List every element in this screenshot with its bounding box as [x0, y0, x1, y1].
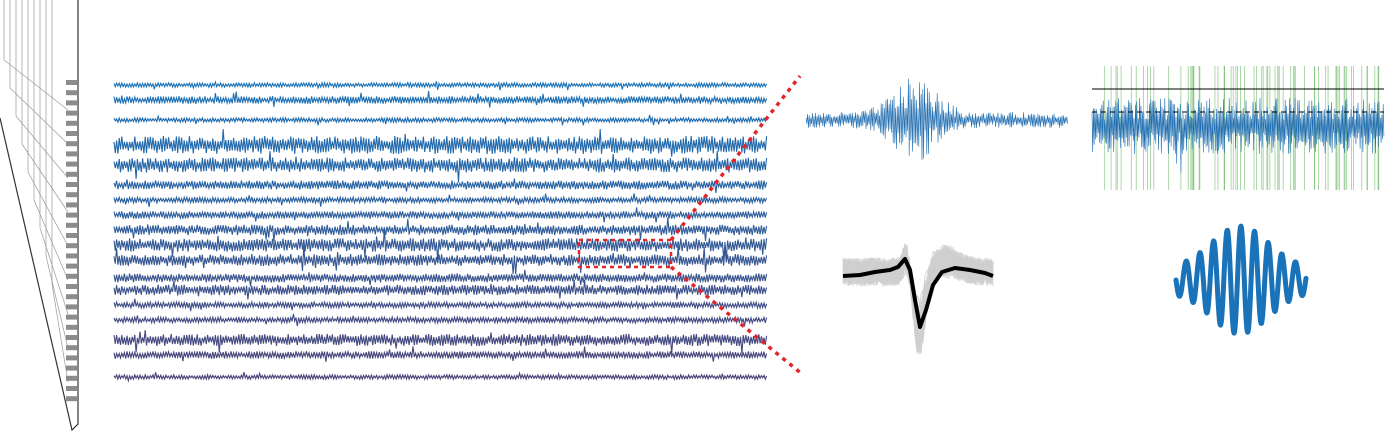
probe-contact [66, 355, 77, 361]
probe-contact [66, 386, 77, 391]
raw-trace [805, 78, 1068, 161]
probe-wire [39, 0, 69, 315]
zoom-line-top [669, 74, 802, 242]
channel-trace [113, 128, 768, 157]
probe-contact [66, 375, 77, 381]
channel-trace [113, 178, 768, 194]
probe-contact [66, 90, 77, 96]
zoom-marker [577, 74, 804, 376]
probe-contact [66, 284, 77, 289]
probe-wire [3, 0, 69, 111]
channel-trace [113, 346, 768, 362]
probe-contact [66, 273, 77, 279]
probe-contact [66, 335, 77, 340]
channel-trace [113, 207, 768, 223]
probe-contact [66, 345, 77, 351]
zoom-box [577, 238, 673, 269]
probe-contact [66, 151, 77, 157]
probe-wire [33, 0, 69, 281]
channel-trace [113, 114, 768, 126]
oscillation-trace [1173, 223, 1309, 336]
probe-wire [27, 0, 69, 247]
probe-contact [66, 314, 77, 320]
probe-shank-outline [0, 0, 79, 432]
probe-contact [66, 243, 77, 249]
channel-trace [113, 150, 768, 183]
probe-contact [66, 80, 77, 85]
probe-wire [21, 0, 69, 213]
zoom-line-bottom [669, 265, 804, 376]
probe-contact [66, 120, 77, 126]
waveform-mean [842, 257, 994, 329]
probe-wire [45, 0, 69, 349]
channel-trace [113, 91, 768, 108]
probe-contact [66, 263, 77, 269]
channel-trace [113, 371, 768, 383]
channel-trace [113, 245, 768, 275]
probe-contact [66, 365, 77, 371]
probe-contact [66, 294, 77, 300]
probe-contact [66, 161, 77, 167]
channel-trace [113, 80, 768, 91]
channel-trace [113, 330, 768, 354]
channel-trace [113, 193, 768, 207]
probe-wire [51, 0, 69, 383]
channel-trace [113, 217, 768, 242]
detection-trace [1091, 97, 1385, 173]
probe-contact [66, 182, 77, 187]
zoomed-raw-trace [805, 78, 1068, 161]
channel-trace [113, 229, 768, 261]
probe-contact [66, 324, 77, 330]
probe-contact [66, 222, 77, 228]
probe-contact [66, 233, 77, 238]
probe-contact [66, 131, 77, 136]
probe-contact [66, 192, 77, 198]
spike-waveform-panel [842, 242, 994, 355]
waveform-sample [842, 248, 994, 338]
probe-contact [66, 304, 77, 310]
channel-trace [113, 313, 768, 327]
oscillation-panel [1173, 223, 1309, 336]
probe-wire [9, 0, 69, 145]
probe-contact [66, 110, 77, 116]
probe-contact [66, 212, 77, 218]
multichannel-recording [113, 80, 768, 383]
silicon-probe-icon [0, 0, 79, 432]
spike-detection-panel [1091, 66, 1385, 190]
channel-trace [113, 269, 768, 287]
probe-contact [66, 202, 77, 208]
probe-contact [66, 141, 77, 147]
probe-contact [66, 171, 77, 177]
probe-wire [15, 0, 69, 179]
probe-contact [66, 253, 77, 259]
probe-contact [66, 100, 77, 106]
waveform-sample [842, 245, 994, 354]
channel-trace [113, 298, 768, 312]
channel-trace [113, 279, 768, 300]
probe-contact [66, 396, 77, 402]
